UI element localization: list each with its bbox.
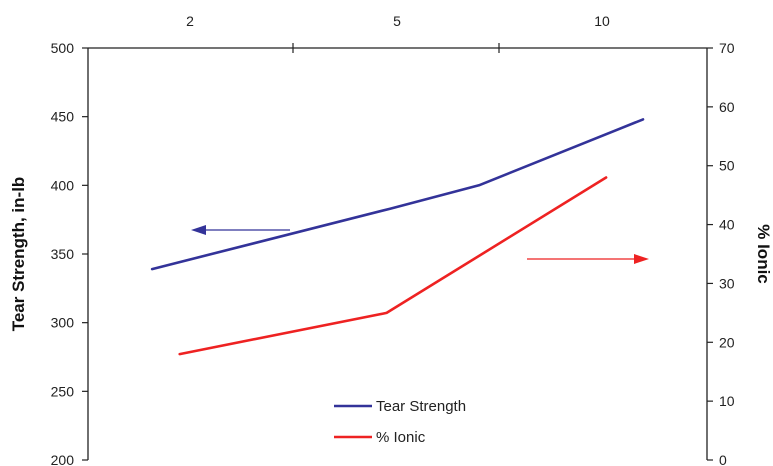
right-axis-title: % Ionic (754, 224, 773, 284)
left-tick-label: 450 (51, 109, 75, 125)
right-tick-label: 60 (719, 99, 735, 115)
left-tick-label: 200 (51, 452, 75, 466)
annotation-arrows (191, 225, 649, 264)
tear-strength-arrow-head (191, 225, 206, 235)
series-line-ionic (178, 176, 608, 356)
right-tick-label: 50 (719, 158, 735, 174)
top-tick-label: 5 (393, 13, 401, 29)
left-tick-label: 300 (51, 315, 75, 331)
legend-label-ionic: % Ionic (376, 429, 426, 446)
legend-label-tear-strength: Tear Strength (376, 398, 466, 415)
left-axis-title: Tear Strength, in-lb (9, 177, 28, 332)
right-tick-label: 70 (719, 40, 735, 56)
left-tick-label: 500 (51, 40, 75, 56)
right-tick-label: 30 (719, 275, 735, 291)
tick-marks (82, 43, 713, 461)
right-tick-label: 20 (719, 334, 735, 350)
right-tick-label: 0 (719, 452, 727, 466)
top-tick-label: 2 (186, 13, 194, 29)
data-series (150, 118, 645, 356)
right-tick-label: 40 (719, 217, 735, 233)
left-tick-label: 400 (51, 177, 75, 193)
right-tick-label: 10 (719, 393, 735, 409)
left-tick-label: 250 (51, 383, 75, 399)
top-tick-label: 10 (594, 13, 610, 29)
series-line-tear-strength (150, 118, 645, 271)
ionic-arrow-head (634, 254, 649, 264)
tick-labels: 2 5 10 500 450 400 350 300 250 200 70 60 50 40 30 20 10 0 (51, 13, 735, 466)
left-tick-label: 350 (51, 246, 75, 262)
legend: Tear Strength % Ionic (334, 398, 466, 446)
